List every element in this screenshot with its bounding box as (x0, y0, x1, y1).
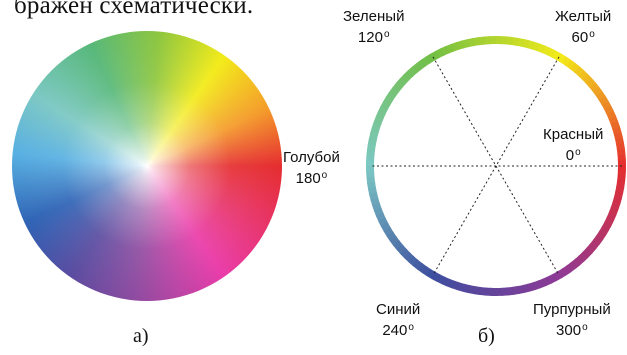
hue-ring-diagram (366, 36, 627, 297)
hue-label-purple: Пурпурный 300 (533, 301, 611, 340)
hue-label-yellow: Желтый 60 (555, 8, 611, 47)
hue-name-purple: Пурпурный (533, 301, 611, 318)
hue-name-blue: Синий (376, 301, 421, 318)
panel-label-a: а) (133, 325, 149, 347)
hue-degrees-blue: 240 (382, 322, 414, 339)
caption-fragment: бражен схематически. (14, 0, 254, 19)
hue-degrees-red: 0 (566, 147, 581, 164)
hue-divider-lines (370, 56, 622, 276)
hue-label-blue: Синий 240 (376, 301, 420, 340)
hue-name-red: Красный (543, 126, 604, 143)
hue-ring (366, 36, 627, 297)
hue-degrees-cyan: 180 (296, 170, 328, 187)
hue-label-red: Красный 0 (543, 126, 603, 165)
hue-name-yellow: Желтый (555, 8, 612, 25)
hue-degrees-green: 120 (358, 29, 390, 46)
panel-label-b: б) (478, 325, 495, 347)
hue-divider-line (432, 56, 560, 276)
hue-degrees-yellow: 60 (572, 29, 595, 46)
hue-name-green: Зеленый (343, 8, 405, 25)
hue-label-cyan: Голубой 180 (283, 149, 340, 188)
hue-name-cyan: Голубой (283, 149, 340, 166)
hue-degrees-purple: 300 (556, 322, 588, 339)
continuous-color-wheel (12, 31, 282, 301)
hue-label-green: Зеленый 120 (343, 8, 404, 47)
